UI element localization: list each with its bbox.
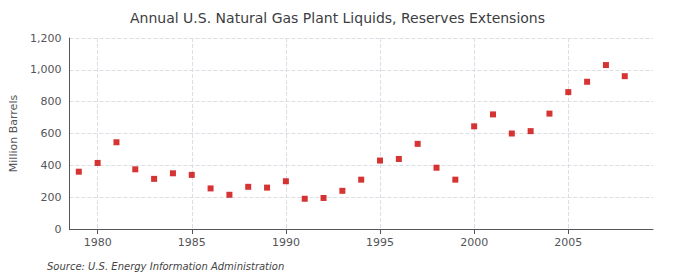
svg-text:1,200: 1,200 [30, 32, 62, 45]
svg-text:Million Barrels: Million Barrels [7, 95, 20, 173]
svg-text:1,000: 1,000 [30, 63, 62, 76]
svg-text:Source: U.S. Energy Informatio: Source: U.S. Energy Information Administ… [47, 261, 284, 272]
svg-text:1995: 1995 [366, 236, 394, 249]
svg-text:1990: 1990 [272, 236, 300, 249]
svg-text:400: 400 [40, 159, 61, 172]
svg-text:1985: 1985 [178, 236, 206, 249]
svg-text:800: 800 [40, 95, 61, 108]
svg-text:1980: 1980 [84, 236, 112, 249]
svg-text:2000: 2000 [460, 236, 488, 249]
svg-text:600: 600 [40, 127, 61, 140]
svg-text:Annual U.S. Natural Gas Plant: Annual U.S. Natural Gas Plant Liquids, R… [130, 10, 545, 26]
svg-text:0: 0 [54, 223, 61, 236]
svg-text:2005: 2005 [554, 236, 582, 249]
svg-text:200: 200 [40, 191, 61, 204]
